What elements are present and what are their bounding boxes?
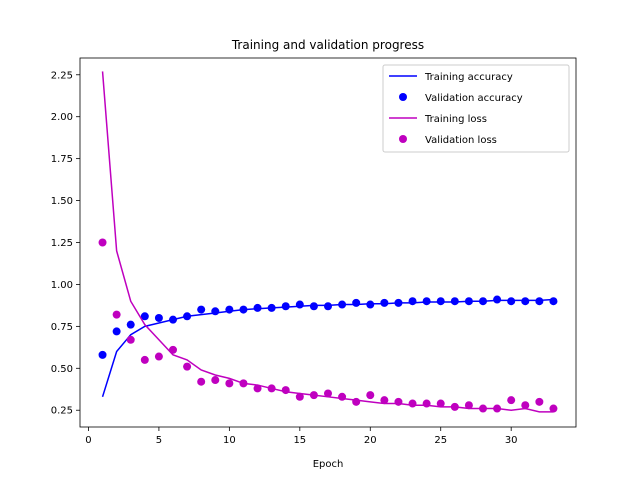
validation-loss-point [154,352,163,361]
validation-loss-point [98,238,107,247]
validation-accuracy-point [436,297,445,306]
validation-loss-point [225,379,234,388]
x-tick-label: 25 [434,435,447,446]
y-tick-label: 1.25 [51,238,73,249]
validation-loss-point [422,399,431,408]
validation-loss-point [281,386,290,395]
validation-loss-point [126,335,135,344]
validation-accuracy-point [239,305,248,314]
plot-area [98,71,558,413]
validation-accuracy-point [338,300,347,309]
validation-accuracy-point [183,312,192,321]
validation-accuracy-point [309,302,318,311]
y-tick-label: 0.50 [51,364,73,375]
validation-accuracy-point [295,300,304,309]
validation-loss-point [352,397,361,406]
validation-loss-point [253,384,262,393]
validation-accuracy-point [126,320,135,329]
y-tick-label: 1.75 [51,154,73,165]
x-tick-label: 15 [293,435,306,446]
validation-accuracy-point [253,303,262,312]
x-tick-label: 10 [223,435,236,446]
validation-accuracy-point [366,300,375,309]
validation-loss-point [549,404,558,413]
validation-loss-point [436,399,445,408]
validation-loss-point [183,362,192,371]
validation-accuracy-point [169,315,177,324]
chart-title: Training and validation progress [231,38,424,52]
validation-accuracy-point [324,302,332,311]
validation-accuracy-point [267,303,276,312]
validation-loss-point [267,384,276,393]
validation-accuracy-point [197,305,206,314]
legend-label-training-accuracy: Training accuracy [424,72,513,83]
validation-accuracy-point [140,312,149,321]
validation-loss-point [394,397,403,406]
legend-swatch-validation-loss [399,135,407,143]
validation-loss-point [338,392,347,401]
validation-accuracy-point [112,327,121,336]
legend-swatch-validation-accuracy [399,93,407,101]
validation-loss-point [479,404,487,413]
validation-loss-point [380,396,389,405]
validation-accuracy-point [493,295,502,304]
y-tick-label: 1.00 [51,280,73,291]
validation-loss-point [521,401,530,410]
validation-loss-point [464,401,473,410]
x-tick-label: 5 [156,435,162,446]
legend-label-validation-accuracy: Validation accuracy [425,93,523,104]
validation-loss-point [493,404,502,413]
validation-loss-point [197,377,206,386]
validation-accuracy-point [535,297,544,306]
legend-box [382,64,570,153]
legend-label-training-loss: Training loss [424,114,487,125]
validation-accuracy-point [281,302,290,311]
axes: 0 5 10 15 20 25 30 0.25 0.50 0.75 1.00 1.25 1.50 1.75… [51,57,577,446]
validation-accuracy-point [464,297,473,306]
y-tick-label: 1.50 [51,196,73,207]
validation-loss-point [507,396,516,405]
validation-loss-point [450,402,459,411]
validation-accuracy-point [380,298,389,307]
validation-accuracy-point [352,298,361,307]
validation-loss-point [239,379,248,388]
validation-accuracy-point [98,350,107,359]
validation-accuracy-point [225,305,234,314]
y-tick-label: 2.00 [51,112,73,123]
validation-loss-point [295,392,304,401]
validation-accuracy-point [507,297,516,306]
validation-accuracy-point [450,297,459,306]
x-tick-label: 0 [85,435,91,446]
validation-accuracy-point [479,297,487,306]
validation-accuracy-point [394,298,403,307]
x-tick-label: 20 [364,435,377,446]
x-axis-label: Epoch [313,459,344,470]
validation-accuracy-point [521,297,530,306]
validation-loss-point [535,397,544,406]
validation-accuracy-point [408,297,417,306]
validation-loss-point [169,345,177,354]
validation-accuracy-point [422,297,431,306]
validation-loss-point [140,355,149,364]
legend-label-validation-loss: Validation loss [425,135,497,146]
validation-loss-point [112,310,121,319]
validation-loss-point [211,376,220,385]
x-tick-label: 30 [505,435,518,446]
legend: Training accuracy Validation accuracy Trai… [382,64,570,153]
y-tick-label: 0.75 [51,322,73,333]
validation-accuracy-point [211,307,220,316]
validation-loss-point [366,391,375,400]
y-tick-label: 0.25 [51,406,73,417]
validation-loss-point [309,391,318,400]
validation-accuracy-point [549,297,558,306]
y-tick-label: 2.25 [51,70,73,81]
validation-loss-point [324,389,332,398]
validation-loss-point [408,399,417,408]
validation-accuracy-point [154,313,163,322]
